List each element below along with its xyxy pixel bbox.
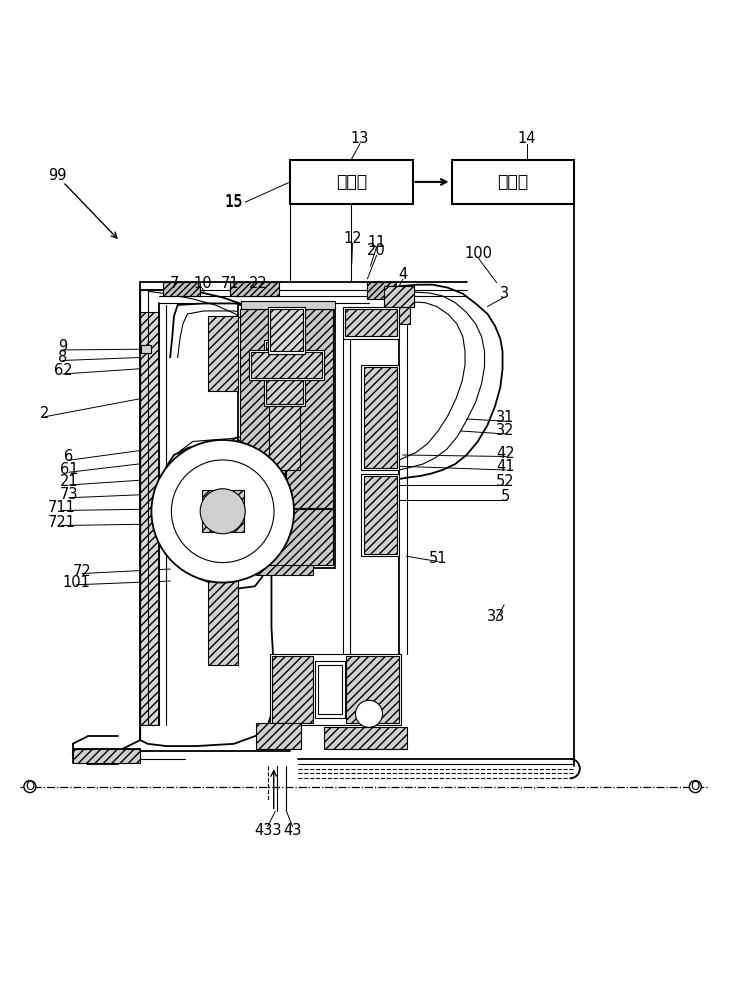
Text: 71: 71 <box>221 276 239 291</box>
Text: 72: 72 <box>73 564 92 579</box>
Text: 43: 43 <box>283 823 302 838</box>
Text: 15: 15 <box>224 195 243 210</box>
Circle shape <box>355 700 383 727</box>
Text: 52: 52 <box>496 474 515 489</box>
Bar <box>343 307 399 339</box>
Bar <box>202 490 244 532</box>
Text: 3: 3 <box>499 286 508 301</box>
Text: 22: 22 <box>248 276 267 291</box>
Bar <box>230 282 279 296</box>
Circle shape <box>689 781 701 793</box>
Bar <box>240 509 333 565</box>
Text: 32: 32 <box>496 423 515 438</box>
Text: 51: 51 <box>428 551 447 566</box>
Text: 11: 11 <box>367 235 386 250</box>
Text: 711: 711 <box>47 500 75 515</box>
Bar <box>345 309 397 336</box>
Bar <box>240 309 285 508</box>
Bar <box>249 350 324 380</box>
Text: 15: 15 <box>224 194 243 209</box>
Text: 31: 31 <box>496 410 515 425</box>
Text: 4: 4 <box>398 267 407 282</box>
Text: 14: 14 <box>517 131 536 146</box>
Text: O: O <box>691 780 700 793</box>
Bar <box>270 654 401 725</box>
Text: 99: 99 <box>48 168 67 183</box>
Bar <box>273 656 313 723</box>
Bar <box>270 406 300 470</box>
Text: 33: 33 <box>487 609 506 624</box>
Text: 6: 6 <box>64 449 74 464</box>
Bar <box>315 661 345 718</box>
Bar <box>361 474 399 556</box>
Text: 21: 21 <box>59 474 78 489</box>
Bar <box>318 665 342 714</box>
Bar <box>208 575 238 665</box>
Bar <box>286 309 333 508</box>
Circle shape <box>24 781 36 793</box>
Text: 100: 100 <box>465 246 492 261</box>
Text: 721: 721 <box>47 515 75 530</box>
Bar <box>367 282 396 299</box>
Bar <box>290 160 413 204</box>
Text: 2: 2 <box>40 406 50 421</box>
Bar <box>270 309 303 351</box>
Bar <box>208 316 238 391</box>
Bar <box>384 286 414 307</box>
Bar <box>72 749 140 763</box>
Bar <box>364 476 397 554</box>
Bar <box>141 345 151 353</box>
Text: O: O <box>26 780 35 793</box>
Text: 41: 41 <box>496 459 515 474</box>
Text: 9: 9 <box>58 339 68 354</box>
Bar <box>257 320 312 575</box>
Bar <box>346 656 399 723</box>
Text: 101: 101 <box>62 575 90 590</box>
Bar <box>264 340 305 406</box>
Bar <box>242 303 328 339</box>
Text: 62: 62 <box>53 363 72 378</box>
Text: 7: 7 <box>169 276 178 291</box>
Bar <box>268 307 305 354</box>
Bar <box>140 312 159 725</box>
Bar <box>238 305 335 568</box>
Text: 433: 433 <box>254 823 282 838</box>
Text: 5: 5 <box>501 489 511 504</box>
Text: 控制阀: 控制阀 <box>497 173 528 191</box>
Text: 13: 13 <box>351 131 369 146</box>
Text: 10: 10 <box>193 276 212 291</box>
Circle shape <box>200 489 245 534</box>
Text: 控制部: 控制部 <box>336 173 367 191</box>
Text: 42: 42 <box>496 446 515 461</box>
Bar <box>252 352 322 378</box>
Bar <box>257 723 301 749</box>
Bar <box>452 160 574 204</box>
Bar <box>364 367 397 468</box>
Text: 8: 8 <box>58 350 68 365</box>
Bar <box>163 282 200 296</box>
Text: 61: 61 <box>59 462 78 477</box>
Bar <box>361 365 399 470</box>
Circle shape <box>151 440 294 583</box>
Text: 20: 20 <box>367 243 386 258</box>
Circle shape <box>172 460 274 563</box>
Bar <box>242 301 335 309</box>
Bar <box>324 727 407 749</box>
Text: 12: 12 <box>343 231 361 246</box>
Bar <box>392 307 410 324</box>
Bar <box>267 342 303 404</box>
Text: 73: 73 <box>59 487 78 502</box>
